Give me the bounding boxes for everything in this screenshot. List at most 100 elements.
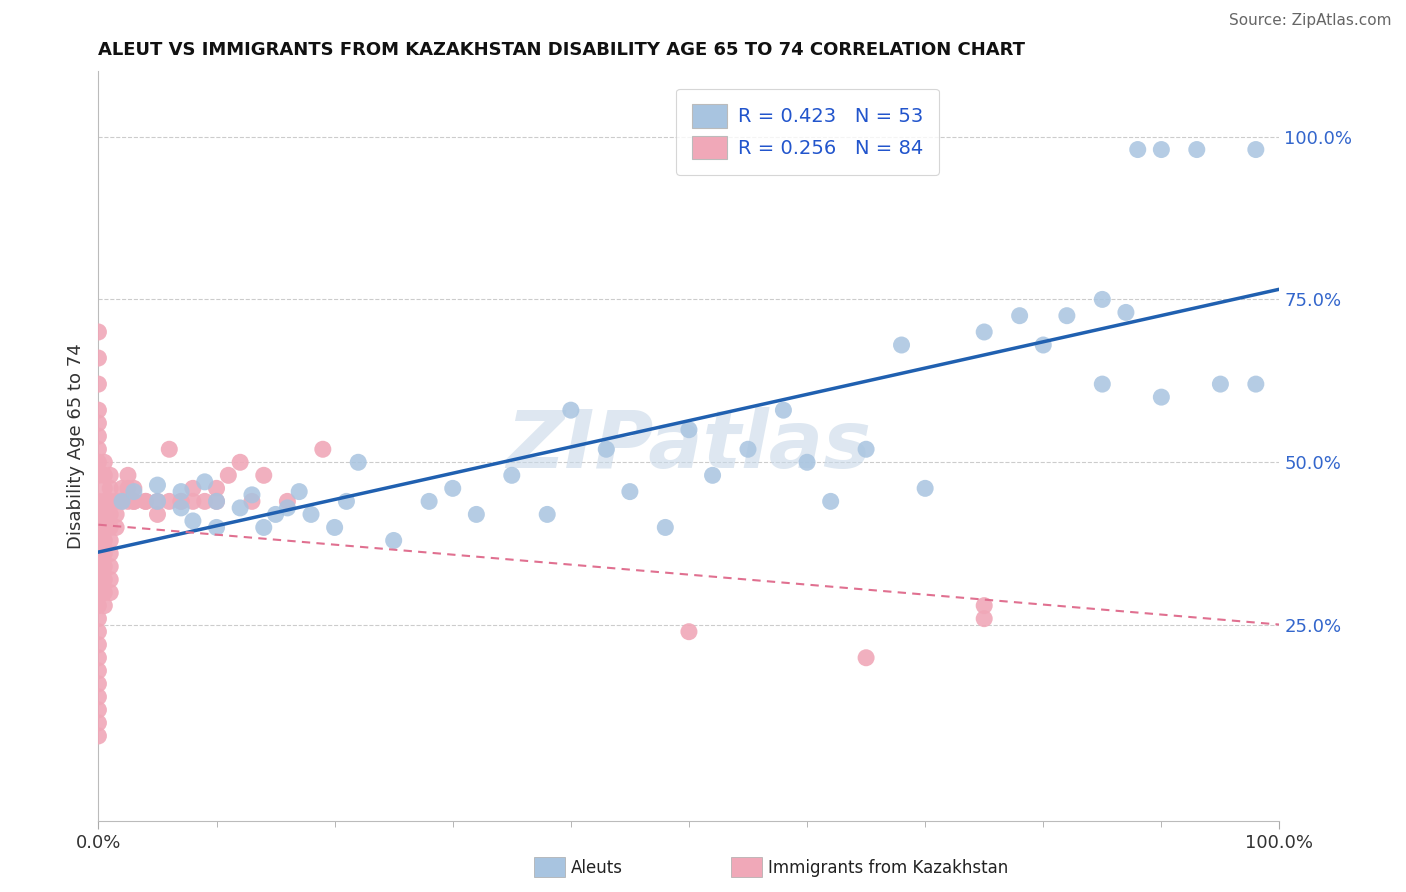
Point <box>323 520 346 534</box>
Point <box>122 481 145 495</box>
Point <box>117 494 139 508</box>
Point <box>253 520 276 534</box>
Point <box>146 494 169 508</box>
Text: Source: ZipAtlas.com: Source: ZipAtlas.com <box>1229 13 1392 29</box>
Point <box>93 494 115 508</box>
Point <box>87 442 110 457</box>
Point <box>1115 305 1137 319</box>
Point <box>1056 309 1078 323</box>
Point <box>1126 143 1149 157</box>
Point <box>737 442 759 457</box>
Point <box>205 494 228 508</box>
Point <box>87 520 110 534</box>
Point <box>87 508 110 522</box>
Point <box>170 494 193 508</box>
Point <box>181 514 204 528</box>
Point <box>654 520 676 534</box>
Point <box>87 638 110 652</box>
Point <box>1150 143 1173 157</box>
Point <box>595 442 617 457</box>
Point <box>1244 143 1267 157</box>
Point <box>98 533 121 548</box>
Point <box>240 488 263 502</box>
Point <box>135 494 157 508</box>
Point <box>619 484 641 499</box>
Point <box>93 585 115 599</box>
Point <box>122 494 145 508</box>
Point <box>229 455 252 469</box>
Point <box>87 455 110 469</box>
Point <box>87 559 110 574</box>
Point <box>1091 377 1114 392</box>
Point <box>98 494 121 508</box>
Point <box>87 650 110 665</box>
Point <box>973 599 995 613</box>
Point <box>87 377 110 392</box>
Point <box>122 484 145 499</box>
Point <box>855 650 877 665</box>
Point <box>276 500 298 515</box>
Point <box>382 533 405 548</box>
Point <box>87 573 110 587</box>
Point <box>93 599 115 613</box>
Point <box>98 468 121 483</box>
Point <box>87 429 110 443</box>
Point <box>820 494 842 508</box>
Point <box>536 508 558 522</box>
Point <box>181 494 204 508</box>
Point <box>93 455 115 469</box>
Point <box>299 508 322 522</box>
Point <box>501 468 523 483</box>
Legend: R = 0.423   N = 53, R = 0.256   N = 84: R = 0.423 N = 53, R = 0.256 N = 84 <box>676 88 939 175</box>
Point <box>87 677 110 691</box>
Point <box>170 484 193 499</box>
Point <box>678 423 700 437</box>
Point <box>93 468 115 483</box>
Point <box>217 468 239 483</box>
Point <box>796 455 818 469</box>
Point <box>157 494 180 508</box>
Point <box>87 585 110 599</box>
Point <box>264 508 287 522</box>
Point <box>105 494 128 508</box>
Point <box>560 403 582 417</box>
Point <box>441 481 464 495</box>
Point <box>229 500 252 515</box>
Point <box>87 624 110 639</box>
Text: Aleuts: Aleuts <box>571 859 623 877</box>
Point <box>205 494 228 508</box>
Point <box>98 585 121 599</box>
Point <box>170 494 193 508</box>
Point <box>87 533 110 548</box>
Point <box>1209 377 1232 392</box>
Point <box>87 599 110 613</box>
Point <box>87 468 110 483</box>
Y-axis label: Disability Age 65 to 74: Disability Age 65 to 74 <box>66 343 84 549</box>
Point <box>87 547 110 561</box>
Point <box>1032 338 1054 352</box>
Point <box>157 442 180 457</box>
Point <box>87 351 110 365</box>
Point <box>678 624 700 639</box>
Point <box>98 559 121 574</box>
Point <box>890 338 912 352</box>
Point <box>117 468 139 483</box>
Text: ALEUT VS IMMIGRANTS FROM KAZAKHSTAN DISABILITY AGE 65 TO 74 CORRELATION CHART: ALEUT VS IMMIGRANTS FROM KAZAKHSTAN DISA… <box>98 41 1025 59</box>
Point <box>335 494 357 508</box>
Point <box>146 508 169 522</box>
Point <box>135 494 157 508</box>
Point <box>98 508 121 522</box>
Point <box>170 500 193 515</box>
Point <box>347 455 370 469</box>
Point <box>87 416 110 430</box>
Point <box>93 520 115 534</box>
Point <box>276 494 298 508</box>
Point <box>122 494 145 508</box>
Point <box>105 520 128 534</box>
Point <box>1150 390 1173 404</box>
Point <box>702 468 724 483</box>
Point <box>87 664 110 678</box>
Point <box>111 494 134 508</box>
Point <box>87 494 110 508</box>
Point <box>105 508 128 522</box>
